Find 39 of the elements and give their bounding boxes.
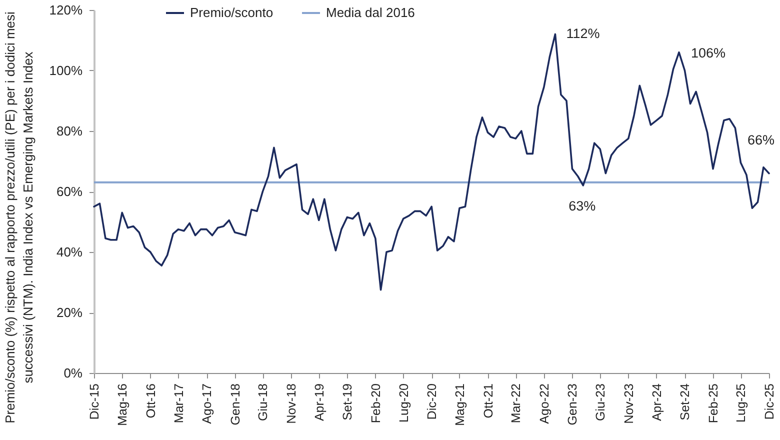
x-tick-label: Feb-25	[706, 383, 721, 424]
y-tick-label: 20%	[56, 305, 83, 320]
y-tick-label: 0%	[64, 366, 83, 380]
x-tick-label: Lug-20	[396, 383, 411, 422]
y-tick-label: 100%	[49, 63, 83, 78]
y-tick-label: 80%	[56, 124, 83, 138]
x-tick-label: Ott-21	[481, 383, 496, 418]
x-tick-label: Set-19	[340, 383, 355, 420]
x-tick-label: Giu-23	[594, 383, 608, 422]
legend-label: Premio/sconto	[190, 5, 274, 20]
y-axis-title: Premio/sconto (%) rispetto al rapporto prezzo/utili (PE) per i dodici mesi successivi (NTM). India Index vs Emerging Markets Index	[2, 11, 36, 424]
x-tick-label: Gen-18	[228, 383, 242, 426]
x-tick-label: Giu-18	[256, 383, 270, 422]
x-tick-label: Mar-17	[172, 383, 186, 424]
x-tick-label: Mar-22	[509, 383, 524, 424]
x-tick-label: Ago-22	[537, 383, 552, 424]
x-tick-label: Mag-21	[452, 383, 467, 426]
x-tick-label: Nov-23	[622, 383, 636, 424]
x-tick-label: Set-24	[678, 383, 692, 420]
x-tick-label: Dic-15	[88, 383, 102, 420]
x-tick-label: Ott-16	[144, 383, 158, 418]
annotation: 112%	[566, 26, 600, 42]
annotation: 66%	[747, 132, 775, 148]
y-tick-label: 60%	[56, 184, 83, 199]
x-tick-label: Dic-25	[762, 383, 776, 420]
x-tick-label: Lug-25	[734, 383, 748, 422]
legend-label: Media dal 2016	[326, 5, 415, 20]
y-tick-label: 120%	[49, 2, 83, 18]
x-tick-label: Feb-20	[368, 383, 383, 424]
x-tick-label: Apr-24	[650, 383, 664, 422]
x-tick-label: Nov-18	[284, 383, 298, 424]
y-tick-label: 40%	[56, 244, 83, 260]
x-tick-label: Dic-20	[425, 383, 440, 420]
annotation: 106%	[691, 45, 726, 60]
annotation: 63%	[568, 198, 596, 214]
x-tick-label: Apr-19	[312, 383, 326, 422]
x-tick-label: Gen-23	[566, 383, 580, 426]
x-tick-label: Ago-17	[200, 383, 214, 424]
x-tick-label: Mag-16	[116, 383, 130, 426]
